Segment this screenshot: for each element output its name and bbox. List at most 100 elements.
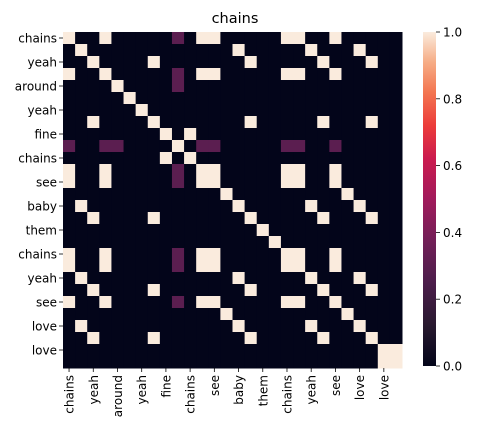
heatmap-cell <box>87 32 100 45</box>
heatmap-cell <box>99 152 112 165</box>
heatmap-cell <box>329 344 342 357</box>
heatmap-cell <box>111 236 125 249</box>
heatmap-cell <box>196 188 209 201</box>
heatmap-cell <box>377 284 391 297</box>
heatmap-cell <box>196 308 209 321</box>
heatmap-cell <box>256 140 270 153</box>
heatmap-cell <box>317 164 330 177</box>
heatmap-cell <box>220 128 233 141</box>
heatmap-cell <box>341 248 355 261</box>
heatmap-cell <box>305 308 318 321</box>
heatmap-cell <box>353 128 367 141</box>
heatmap-cell <box>63 32 76 45</box>
heatmap-cell <box>75 152 88 165</box>
heatmap-cell <box>293 56 306 69</box>
heatmap-cell <box>123 308 137 321</box>
heatmap-cell <box>256 260 270 273</box>
heatmap-cell <box>293 320 306 333</box>
heatmap-cell <box>63 320 76 333</box>
heatmap-cell <box>123 272 137 285</box>
heatmap-cell <box>87 344 100 357</box>
heatmap-cell <box>268 272 282 285</box>
heatmap-cell <box>171 116 185 129</box>
heatmap-cell <box>147 188 161 201</box>
heatmap-cell <box>353 56 367 69</box>
heatmap-cell <box>256 356 270 369</box>
heatmap-cell <box>256 176 270 189</box>
heatmap-cell <box>135 92 149 105</box>
heatmap-cell <box>220 272 233 285</box>
heatmap-cell <box>280 200 294 213</box>
heatmap-cell <box>208 44 221 57</box>
heatmap-cell <box>305 200 318 213</box>
heatmap-cell <box>365 164 379 177</box>
heatmap-cell <box>159 92 173 105</box>
heatmap-cell <box>268 116 282 129</box>
heatmap-cell <box>317 272 330 285</box>
heatmap-cell <box>111 260 125 273</box>
heatmap-cell <box>377 188 391 201</box>
heatmap-cell <box>208 140 221 153</box>
heatmap-cell <box>135 236 149 249</box>
heatmap-cell <box>184 212 197 225</box>
heatmap-cell <box>244 68 258 81</box>
y-tick-label: yeah <box>28 272 57 286</box>
heatmap-cell <box>123 44 137 57</box>
heatmap-cell <box>87 284 100 297</box>
x-tick-label: them <box>256 375 270 406</box>
heatmap-cell <box>377 32 391 45</box>
heatmap-cell <box>220 224 233 237</box>
heatmap-cell <box>365 44 379 57</box>
heatmap-cell <box>159 140 173 153</box>
heatmap-cell <box>220 308 233 321</box>
heatmap-cell <box>196 320 209 333</box>
heatmap-cell <box>268 296 282 309</box>
heatmap-cell <box>268 104 282 117</box>
heatmap-cell <box>184 116 197 129</box>
heatmap-cell <box>329 32 342 45</box>
heatmap-cell <box>135 332 149 345</box>
heatmap-cell <box>232 200 246 213</box>
heatmap-cell <box>317 260 330 273</box>
heatmap-cell <box>196 164 209 177</box>
heatmap-cell <box>99 68 112 81</box>
heatmap-cell <box>123 68 137 81</box>
heatmap-cell <box>341 116 355 129</box>
heatmap-cell <box>317 68 330 81</box>
heatmap-cell <box>123 32 137 45</box>
heatmap-cell <box>293 104 306 117</box>
heatmap-cell <box>365 260 379 273</box>
heatmap-cell <box>280 68 294 81</box>
heatmap-cell <box>268 260 282 273</box>
x-tick-label: love <box>377 375 391 400</box>
heatmap-cell <box>317 284 330 297</box>
heatmap-cell <box>365 308 379 321</box>
heatmap-cell <box>256 296 270 309</box>
heatmap-cell <box>220 332 233 345</box>
heatmap-cell <box>159 320 173 333</box>
heatmap-cell <box>389 188 403 201</box>
chart-title: chains <box>212 11 259 27</box>
heatmap-cell <box>329 176 342 189</box>
heatmap-cell <box>87 44 100 57</box>
heatmap-cell <box>123 260 137 273</box>
heatmap-cell <box>220 296 233 309</box>
heatmap-cell <box>220 164 233 177</box>
heatmap-cell <box>365 320 379 333</box>
heatmap-cell <box>329 356 342 369</box>
heatmap-cell <box>389 164 403 177</box>
heatmap-cell <box>75 356 88 369</box>
heatmap-cell <box>171 164 185 177</box>
heatmap-cell <box>99 200 112 213</box>
heatmap-cell <box>196 56 209 69</box>
heatmap-cell <box>377 164 391 177</box>
heatmap-cell <box>147 344 161 357</box>
heatmap-cell <box>123 344 137 357</box>
heatmap-cell <box>305 320 318 333</box>
heatmap-cell <box>256 344 270 357</box>
heatmap-cell <box>317 32 330 45</box>
heatmap-cell <box>232 260 246 273</box>
heatmap-cell <box>293 248 306 261</box>
heatmap-cell <box>111 44 125 57</box>
heatmap-cell <box>305 140 318 153</box>
